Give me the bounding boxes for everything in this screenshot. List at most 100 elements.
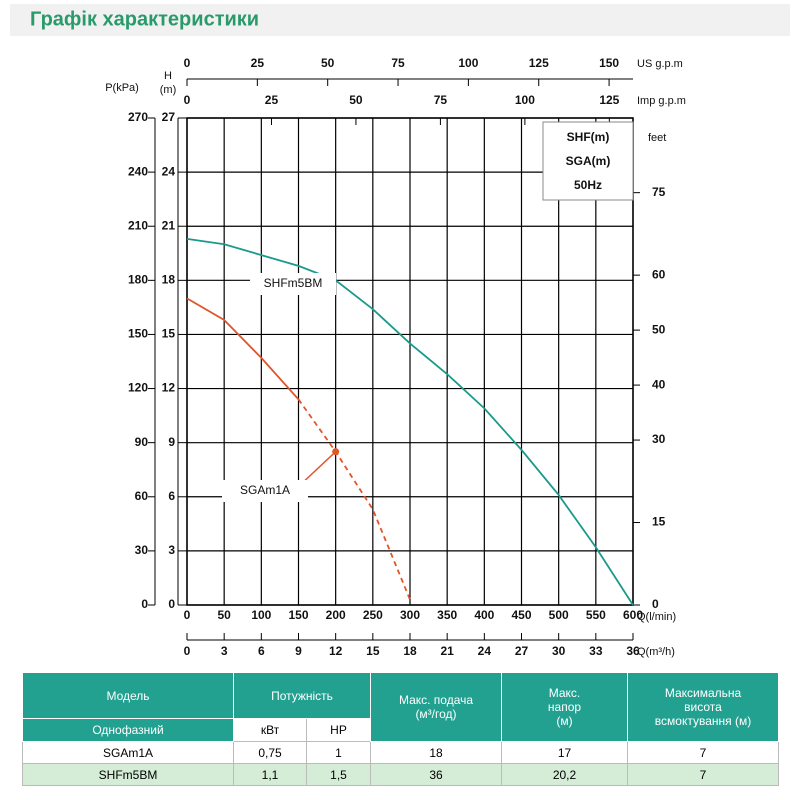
y-tick-label: 30 xyxy=(135,543,149,557)
y-tick-label: 15 xyxy=(162,327,176,341)
x-tick-label: 18 xyxy=(403,644,417,658)
y-tick-label: 9 xyxy=(168,435,175,449)
x-tick-label: 125 xyxy=(599,93,619,107)
x-tick-label: 27 xyxy=(515,644,529,658)
subheader-cell: кВт xyxy=(233,718,307,742)
x-tick-label: 0 xyxy=(184,608,191,622)
y-tick-label: 12 xyxy=(162,381,176,395)
series-label-bg xyxy=(222,480,308,502)
x-tick-label: 25 xyxy=(251,56,265,70)
y-tick-label: 21 xyxy=(162,218,176,232)
y-tick-label: 60 xyxy=(135,489,149,503)
y-tick-label: 180 xyxy=(128,273,148,287)
x-tick-label: 3 xyxy=(221,644,228,658)
x-tick-label: 75 xyxy=(434,93,448,107)
y-tick-label: 90 xyxy=(135,435,149,449)
y-tick-label: 15 xyxy=(652,515,666,529)
y-tick-label: 24 xyxy=(162,164,176,178)
x-tick-label: 200 xyxy=(326,608,346,622)
cell: 18 xyxy=(370,741,502,764)
legend-text: SHF(m) xyxy=(567,130,610,144)
x-tick-label: 12 xyxy=(329,644,343,658)
x-tick-label: 9 xyxy=(295,644,302,658)
x-tick-label: 550 xyxy=(586,608,606,622)
legend-text: 50Hz xyxy=(574,178,602,192)
x-tick-label: 150 xyxy=(288,608,308,622)
header-cell: Модель xyxy=(22,672,234,719)
y-tick-label: 50 xyxy=(652,322,666,336)
x-tick-label: 15 xyxy=(366,644,380,658)
x-tick-label: 250 xyxy=(363,608,383,622)
x-tick-label: 450 xyxy=(511,608,531,622)
y-tick-label: 40 xyxy=(652,377,666,391)
y-tick-label: 0 xyxy=(652,597,659,611)
x-tick-label: 100 xyxy=(251,608,271,622)
y-tick-label: 30 xyxy=(652,432,666,446)
y-tick-label: 270 xyxy=(128,110,148,124)
cell: 0,75 xyxy=(233,741,307,764)
y-tick-label: 60 xyxy=(652,267,666,281)
y-tick-label: 120 xyxy=(128,381,148,395)
y-tick-label: 240 xyxy=(128,164,148,178)
cell: 36 xyxy=(370,763,502,786)
x-tick-label: 30 xyxy=(552,644,566,658)
x-tick-label: 0 xyxy=(184,56,191,70)
chart-title: Графік характеристики xyxy=(30,8,259,30)
header-cell: Потужність xyxy=(233,672,371,719)
cell: 7 xyxy=(627,741,779,764)
axis-label: P(kPa) xyxy=(105,82,139,94)
y-axis-label: H xyxy=(164,70,172,82)
cell: 1,5 xyxy=(306,763,371,786)
x-tick-label: 100 xyxy=(515,93,535,107)
cell: SHFm5BM xyxy=(22,763,234,786)
x-tick-label: 125 xyxy=(529,56,549,70)
x-tick-label: 6 xyxy=(258,644,265,658)
x-tick-label: 0 xyxy=(184,93,191,107)
x-tick-label: 25 xyxy=(265,93,279,107)
x-tick-label: 150 xyxy=(599,56,619,70)
header-cell: Макс. напор (м) xyxy=(501,672,628,742)
x-tick-label: 0 xyxy=(184,644,191,658)
marker xyxy=(332,448,340,456)
y-tick-label: 6 xyxy=(168,489,175,503)
x-tick-label: 600 xyxy=(623,608,643,622)
x-tick-label: 500 xyxy=(549,608,569,622)
axis-label: US g.p.m xyxy=(637,58,683,70)
axis-label: Imp g.p.m xyxy=(637,95,686,107)
header-cell: Однофазний xyxy=(22,718,234,742)
chart: Графік характеристики 0 50 100 150 200 250 300… xyxy=(10,4,790,658)
cell: 7 xyxy=(627,763,779,786)
cell: 1 xyxy=(306,741,371,764)
y-tick-label: 210 xyxy=(128,218,148,232)
x-tick-label: 100 xyxy=(458,56,478,70)
cell: 1,1 xyxy=(233,763,307,786)
y-tick-label: 0 xyxy=(168,597,175,611)
series-label-bg xyxy=(250,273,336,295)
x-tick-label: 50 xyxy=(349,93,363,107)
y-tick-label: 27 xyxy=(162,110,176,124)
header-cell: Максимальна висота всмоктування (м) xyxy=(627,672,779,742)
x-tick-label: 300 xyxy=(400,608,420,622)
x-tick-label: 24 xyxy=(478,644,492,658)
x-tick-label: 33 xyxy=(589,644,603,658)
y-tick-label: 0 xyxy=(141,597,148,611)
series-line xyxy=(186,237,634,606)
series-line xyxy=(186,297,411,600)
subheader-cell: HP xyxy=(306,718,371,742)
x-tick-label: 21 xyxy=(440,644,454,658)
legend-text: SGA(m) xyxy=(566,154,611,168)
y-tick-label: 75 xyxy=(652,185,666,199)
cell: SGAm1A xyxy=(22,741,234,764)
x-tick-label: 50 xyxy=(321,56,335,70)
y-tick-label: 3 xyxy=(168,543,175,557)
spec-table: Модель Потужність Макс. подача (м³/год) … xyxy=(22,672,779,786)
axis-label: Q(m³/h) xyxy=(637,646,675,658)
title-strip xyxy=(10,4,790,36)
x-tick-label: 400 xyxy=(474,608,494,622)
series-label: SGAm1A xyxy=(240,483,290,497)
x-axis-label: Q(l/min) xyxy=(637,611,676,623)
cell: 17 xyxy=(501,741,628,764)
header-cell: Макс. подача (м³/год) xyxy=(370,672,502,742)
axis-label: feet xyxy=(648,132,666,144)
